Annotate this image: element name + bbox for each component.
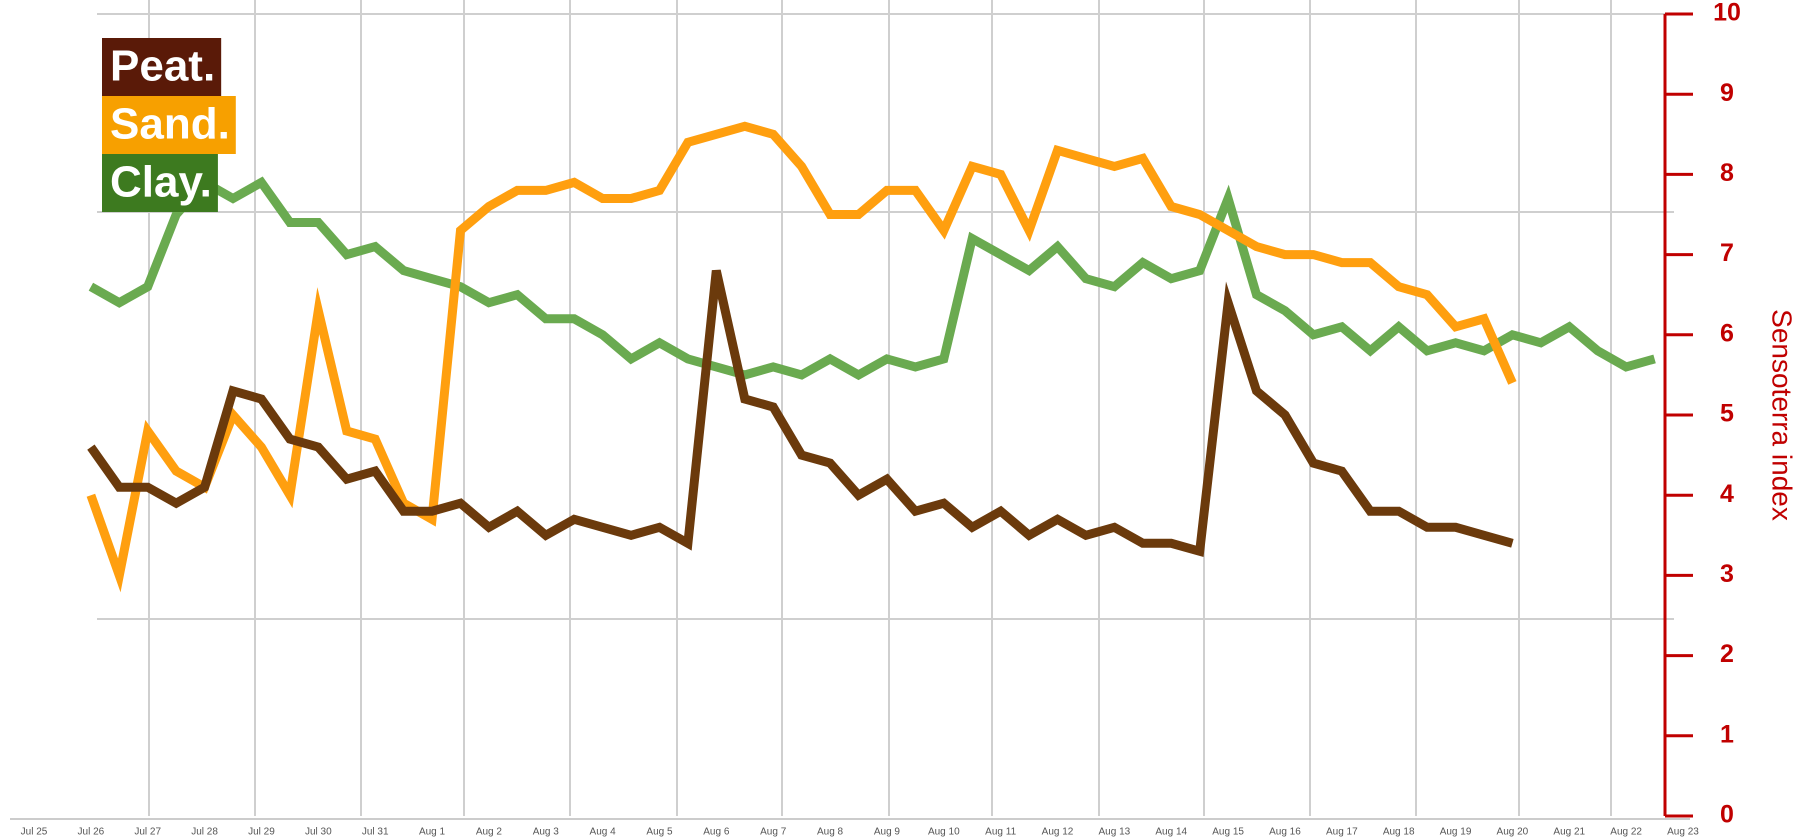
x-tick-label: Aug 20 — [1497, 827, 1529, 838]
legend-label: Sand. — [110, 100, 230, 149]
y-tick-label: 10 — [1713, 0, 1741, 27]
x-tick-label: Aug 12 — [1042, 827, 1074, 838]
series-line — [87, 269, 1514, 558]
x-tick-label: Aug 2 — [476, 827, 503, 838]
x-tick-label: Aug 17 — [1326, 827, 1358, 838]
y-tick-label: 8 — [1720, 159, 1734, 187]
x-tick-label: Jul 30 — [305, 827, 332, 838]
x-tick-label: Aug 22 — [1610, 827, 1642, 838]
x-tick-label: Jul 28 — [191, 827, 218, 838]
x-tick-label: Aug 1 — [419, 827, 446, 838]
x-tick-label: Aug 9 — [874, 827, 901, 838]
plot — [86, 121, 1656, 593]
x-tick-label: Aug 13 — [1099, 827, 1131, 838]
x-tick-label: Aug 14 — [1155, 827, 1187, 838]
x-tick-label: Jul 29 — [248, 827, 275, 838]
x-tick-label: Jul 25 — [21, 827, 48, 838]
y-tick-label: 2 — [1720, 640, 1734, 668]
legend-swatch — [102, 38, 222, 96]
x-tick-label: Jul 31 — [362, 827, 389, 838]
background-grid — [97, 0, 1674, 816]
y-tick-label: 1 — [1720, 720, 1734, 748]
x-tick-label: Aug 11 — [985, 827, 1016, 838]
x-tick-label: Aug 5 — [646, 827, 673, 838]
x-tick-label: Aug 3 — [533, 827, 560, 838]
x-tick-label: Aug 19 — [1440, 827, 1472, 838]
x-tick-label: Aug 23 — [1667, 827, 1699, 838]
series-line — [86, 121, 1517, 593]
y-tick-label: 5 — [1720, 400, 1734, 428]
y-tick-label: 6 — [1720, 319, 1734, 347]
x-tick-label: Aug 8 — [817, 827, 844, 838]
legend-swatch — [102, 154, 218, 212]
x-tick-label: Aug 10 — [928, 827, 960, 838]
y-tick-label: 7 — [1720, 239, 1734, 267]
y-tick-label: 0 — [1720, 801, 1734, 829]
x-tick-label: Jul 27 — [134, 827, 161, 838]
x-tick-label: Aug 6 — [703, 827, 730, 838]
y-axis-label: Sensoterra index — [1767, 309, 1798, 521]
legend-label: Peat. — [110, 42, 215, 91]
x-tick-label: Aug 21 — [1553, 827, 1585, 838]
y-tick-label: 4 — [1720, 480, 1734, 508]
x-tick-label: Aug 16 — [1269, 827, 1301, 838]
x-tick-label: Aug 18 — [1383, 827, 1415, 838]
y-tick-label: 9 — [1720, 79, 1734, 107]
legend-swatch — [102, 96, 236, 154]
y-tick-label: 3 — [1720, 560, 1734, 588]
series-line — [88, 176, 1656, 381]
x-tick-label: Aug 15 — [1212, 827, 1244, 838]
x-tick-label: Jul 26 — [78, 827, 105, 838]
legend-label: Clay. — [110, 158, 212, 207]
x-tick-label: Aug 4 — [590, 827, 617, 838]
x-tick-label: Aug 7 — [760, 827, 787, 838]
